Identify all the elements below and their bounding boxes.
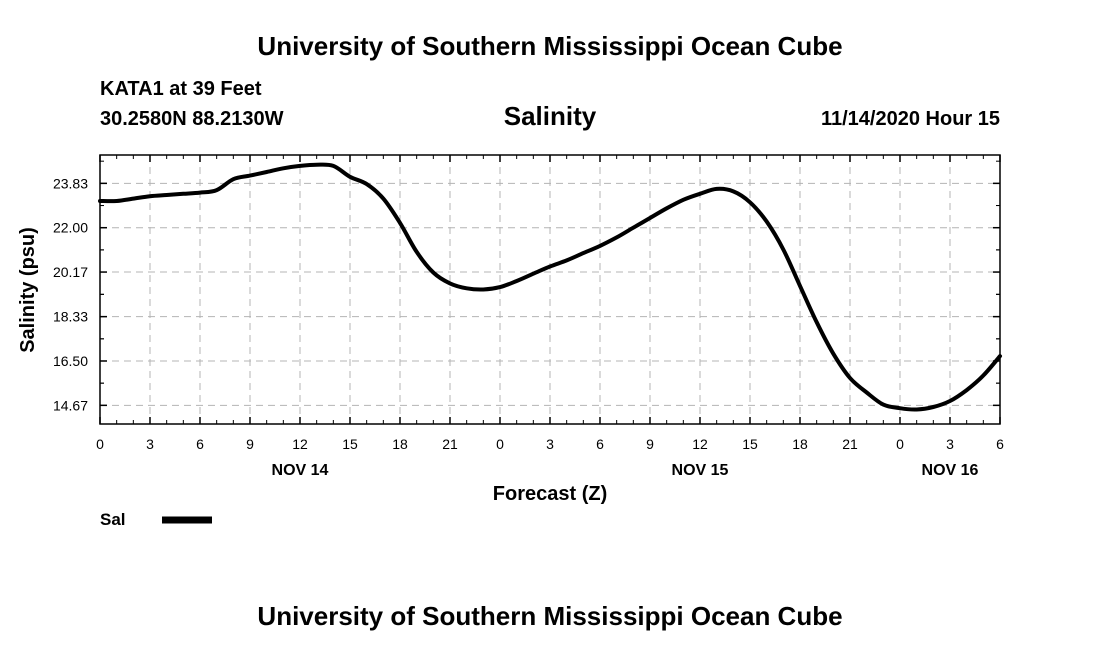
x-tick-label: 9	[646, 436, 654, 452]
x-day-label: NOV 16	[922, 462, 979, 479]
legend: Sal	[100, 510, 212, 529]
grid-lines	[100, 155, 1000, 424]
axis-ticks	[99, 155, 1001, 424]
x-tick-label: 12	[692, 436, 708, 452]
x-tick-label: 0	[96, 436, 104, 452]
x-tick-label: 21	[442, 436, 458, 452]
x-day-label: NOV 14	[272, 462, 329, 479]
x-tick-label: 9	[246, 436, 254, 452]
station-name: KATA1 at 39 Feet	[100, 78, 262, 100]
x-tick-label: 15	[742, 436, 758, 452]
x-day-labels: NOV 14 NOV 15 NOV 16	[272, 462, 979, 479]
y-tick-label: 18.33	[53, 309, 88, 325]
x-tick-label: 6	[596, 436, 604, 452]
legend-label-sal: Sal	[100, 510, 126, 529]
x-tick-label: 15	[342, 436, 358, 452]
x-tick-label: 18	[392, 436, 408, 452]
y-tick-label: 14.67	[53, 397, 88, 413]
chart-title: Salinity	[504, 101, 597, 131]
y-tick-label: 23.83	[53, 175, 88, 191]
x-axis-label: Forecast (Z)	[493, 483, 607, 505]
x-tick-label: 0	[896, 436, 904, 452]
x-tick-label: 3	[946, 436, 954, 452]
x-tick-label: 6	[196, 436, 204, 452]
y-tick-label: 20.17	[53, 264, 88, 280]
x-tick-label: 0	[496, 436, 504, 452]
y-tick-labels: 14.67 16.50 18.33 20.17 22.00 23.83	[53, 175, 88, 413]
y-tick-label: 16.50	[53, 353, 88, 369]
forecast-timestamp: 11/14/2020 Hour 15	[821, 108, 1000, 130]
chart-header-title: University of Southern Mississippi Ocean…	[257, 31, 842, 61]
x-tick-label: 3	[146, 436, 154, 452]
footer-title: University of Southern Mississippi Ocean…	[257, 601, 842, 631]
x-tick-label: 3	[546, 436, 554, 452]
x-tick-label: 21	[842, 436, 858, 452]
x-tick-label: 6	[996, 436, 1004, 452]
x-tick-label: 18	[792, 436, 808, 452]
series-line-sal	[98, 162, 1002, 412]
x-tick-labels: 0 3 6 9 12 15 18 21 0 3 6 9 12 15 18 21 0 3 6	[96, 436, 1004, 452]
y-axis-label: Salinity (psu)	[17, 227, 39, 353]
y-tick-label: 22.00	[53, 220, 88, 236]
station-location: 30.2580N 88.2130W	[100, 108, 284, 130]
x-day-label: NOV 15	[672, 462, 729, 479]
x-tick-label: 12	[292, 436, 308, 452]
